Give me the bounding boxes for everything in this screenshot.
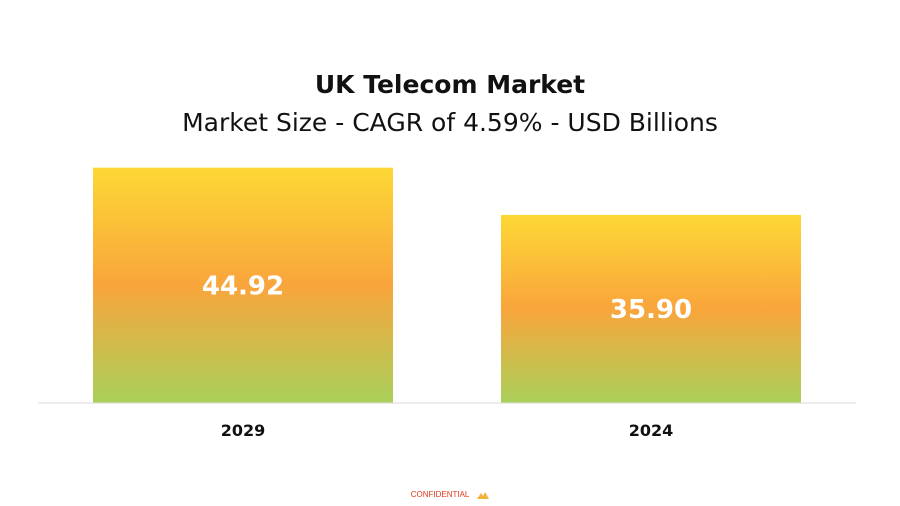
- data-label-2029: 44.92: [202, 271, 284, 301]
- bar-2024: [501, 214, 801, 403]
- mordor-logo-icon: [477, 491, 490, 499]
- data-label-2024: 35.90: [610, 295, 692, 325]
- x-tick-label-2024: 2024: [629, 421, 674, 440]
- confidential-label: CONFIDENTIAL: [410, 490, 470, 499]
- footer: CONFIDENTIAL: [0, 490, 900, 499]
- x-tick-label-2029: 2029: [221, 421, 266, 440]
- bar-2029: [93, 167, 393, 403]
- chart-title: UK Telecom Market: [314, 70, 586, 99]
- chart-subtitle: Market Size - CAGR of 4.59% - USD Billio…: [182, 108, 718, 137]
